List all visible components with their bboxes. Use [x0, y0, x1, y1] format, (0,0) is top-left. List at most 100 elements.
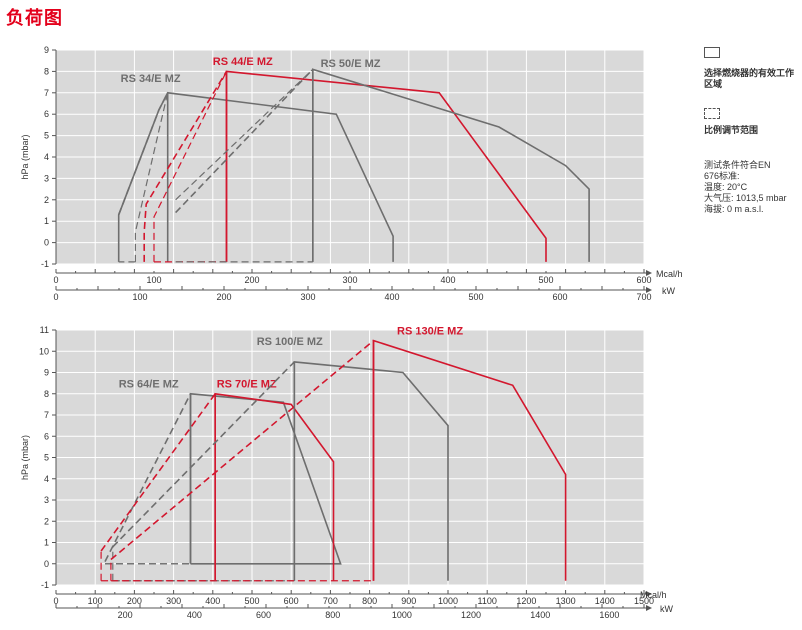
x-tick-label-mcal: 1100 [478, 596, 497, 606]
y-tick-label: 7 [44, 88, 49, 98]
x-tick-label-kw: 200 [216, 292, 231, 302]
x-tick-label-kw: 600 [552, 292, 567, 302]
series-label: RS 64/E MZ [119, 378, 179, 390]
legend-modulation-label: 比例调节范围 [704, 125, 759, 135]
x-tick-label-kw: 300 [300, 292, 315, 302]
y-tick-label: 9 [44, 368, 49, 378]
legend-working-area-label: 选择燃烧器的有效工作区域 [704, 68, 795, 89]
page-title: 负荷图 [6, 8, 63, 28]
y-tick-label: 9 [44, 45, 49, 55]
y-tick-label: -1 [41, 580, 49, 590]
y-tick-label: 5 [44, 453, 49, 463]
series-label: RS 44/E MZ [213, 56, 273, 68]
x-tick-label-mcal: 300 [166, 596, 181, 606]
x-axis-unit-kw: kW [662, 286, 676, 296]
conditions-line: 测试条件符合EN [704, 160, 771, 170]
x-tick-label-mcal: 500 [244, 596, 259, 606]
x-tick-label-kw: 0 [53, 292, 58, 302]
x-tick-label-kw: 600 [256, 610, 271, 620]
x-tick-label-mcal: 0 [53, 275, 58, 285]
y-tick-label: 1 [44, 216, 49, 226]
series-label: RS 100/E MZ [257, 336, 323, 348]
x-tick-label-mcal: 1000 [438, 596, 458, 606]
x-tick-label-mcal: 200 [244, 275, 259, 285]
x-tick-label-mcal: 400 [440, 275, 455, 285]
x-axis-mcal-arrow-icon [646, 270, 652, 276]
y-tick-label: 4 [44, 474, 49, 484]
x-tick-label-mcal: 300 [342, 275, 357, 285]
legend-conditions: 测试条件符合EN 676标准: 温度: 20°C 大气压: 1013,5 mba… [704, 160, 800, 215]
x-axis-unit-mcal: Mcal/h [656, 269, 683, 279]
y-tick-label: 4 [44, 152, 49, 162]
series-modulation-line [175, 68, 314, 214]
x-axis-kw-arrow-icon [646, 605, 652, 611]
x-tick-label-mcal: 600 [284, 596, 299, 606]
x-tick-label-mcal: 200 [127, 596, 142, 606]
x-axis-mcal-arrow-icon [646, 591, 652, 597]
x-tick-label-mcal: 700 [323, 596, 338, 606]
y-tick-label: 8 [44, 389, 49, 399]
series-modulation-line [143, 70, 228, 262]
series-label: RS 34/E MZ [121, 73, 181, 85]
series-low-dashed-line [153, 71, 228, 262]
x-tick-label-mcal: 600 [636, 275, 651, 285]
y-tick-label: 2 [44, 516, 49, 526]
y-tick-label: 3 [44, 173, 49, 183]
y-tick-label: 10 [39, 346, 49, 356]
series-label: RS 130/E MZ [397, 325, 463, 337]
x-tick-label-kw: 800 [325, 610, 340, 620]
y-tick-label: 5 [44, 131, 49, 141]
series-modulation-line [112, 361, 295, 548]
y-tick-label: -1 [41, 259, 49, 269]
y-tick-label: 2 [44, 195, 49, 205]
solid-box-icon [704, 47, 720, 58]
y-tick-label: 11 [40, 325, 49, 335]
x-tick-label-mcal: 1200 [516, 596, 536, 606]
conditions-line: 676标准: [704, 171, 740, 181]
legend-working-area: 选择燃烧器的有效工作区域 [704, 47, 800, 90]
x-tick-label-kw: 1600 [599, 610, 619, 620]
x-tick-label-mcal: 1500 [634, 596, 654, 606]
y-tick-label: 3 [44, 495, 49, 505]
x-tick-label-kw: 1400 [530, 610, 550, 620]
y-axis-label: hPa (mbar) [20, 134, 30, 179]
series-modulation-line [117, 92, 169, 216]
x-tick-label-kw: 400 [384, 292, 399, 302]
series-modulation-line [104, 393, 192, 562]
x-tick-label-kw: 700 [636, 292, 651, 302]
y-tick-label: 7 [44, 410, 49, 420]
dashed-box-icon [704, 108, 720, 119]
series-low-dashed-line [134, 92, 169, 262]
x-axis-unit-mcal: Mcal/h [640, 590, 667, 600]
conditions-line: 大气压: 1013,5 mbar [704, 193, 787, 203]
series-low-dashed-line [175, 68, 314, 201]
x-tick-label-mcal: 0 [53, 596, 58, 606]
y-tick-label: 8 [44, 66, 49, 76]
y-tick-label: 0 [44, 238, 49, 248]
conditions-line: 温度: 20°C [704, 182, 748, 192]
x-tick-label-kw: 1000 [392, 610, 412, 620]
x-tick-label-kw: 500 [468, 292, 483, 302]
x-tick-label-mcal: 900 [401, 596, 416, 606]
x-tick-label-kw: 1200 [461, 610, 481, 620]
y-tick-label: 0 [44, 559, 49, 569]
series-label: RS 70/E MZ [217, 378, 277, 390]
x-tick-label-mcal: 1300 [556, 596, 576, 606]
x-tick-label-kw: 100 [132, 292, 147, 302]
series-label: RS 50/E MZ [321, 58, 381, 70]
x-tick-label-kw: 400 [187, 610, 202, 620]
x-axis-unit-kw: kW [660, 604, 674, 614]
y-tick-label: 1 [44, 538, 49, 548]
y-tick-label: 6 [44, 109, 49, 119]
x-tick-label-mcal: 100 [88, 596, 103, 606]
x-tick-label-mcal: 100 [146, 275, 161, 285]
conditions-line: 海拔: 0 m a.s.l. [704, 204, 764, 214]
x-tick-label-mcal: 500 [538, 275, 553, 285]
y-axis-label: hPa (mbar) [20, 435, 30, 480]
x-tick-label-mcal: 400 [205, 596, 220, 606]
series-modulation-line [110, 339, 375, 561]
x-tick-label-kw: 200 [118, 610, 133, 620]
y-tick-label: 6 [44, 431, 49, 441]
x-axis-kw-arrow-icon [646, 287, 652, 293]
